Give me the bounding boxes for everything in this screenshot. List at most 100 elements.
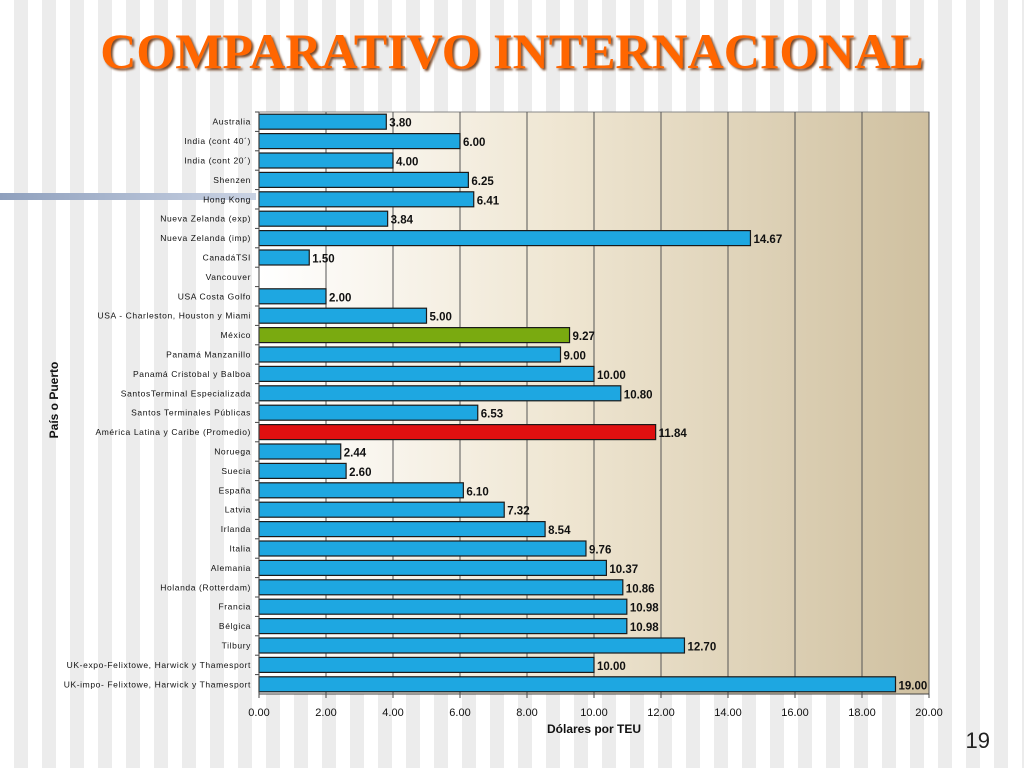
value-label: 6.00 xyxy=(463,137,485,149)
category-label: Italia xyxy=(229,544,251,554)
bar xyxy=(258,230,752,247)
x-tick-label: 4.00 xyxy=(382,707,403,719)
value-label: 10.00 xyxy=(597,661,626,673)
category-label: USA Costa Golfo xyxy=(178,291,251,301)
category-label: Noruega xyxy=(214,447,251,457)
x-tick-label: 6.00 xyxy=(449,707,470,719)
x-axis-label: Dólares por TEU xyxy=(547,722,641,736)
value-label: 9.27 xyxy=(573,331,595,343)
category-label: Francia xyxy=(218,602,251,612)
category-label: Holanda (Rotterdam) xyxy=(160,582,251,592)
bar xyxy=(258,424,657,441)
bar xyxy=(258,482,464,499)
value-label: 10.98 xyxy=(630,622,659,634)
category-label: Santos Terminales Públicas xyxy=(131,408,251,418)
value-label: 12.70 xyxy=(687,642,716,654)
category-label: USA - Charleston, Houston y Miami xyxy=(98,311,252,321)
bar xyxy=(258,617,628,635)
value-label: 1.50 xyxy=(312,254,334,266)
bars xyxy=(258,113,897,693)
x-tick-label: 16.00 xyxy=(781,707,809,719)
value-label: 2.00 xyxy=(329,292,351,304)
bar xyxy=(258,520,546,538)
category-label: Panamá Manzanillo xyxy=(166,350,251,360)
x-tick-label: 10.00 xyxy=(580,707,608,719)
value-label: 6.53 xyxy=(481,409,503,421)
bar xyxy=(258,113,387,130)
value-label: 10.37 xyxy=(609,564,638,576)
bar xyxy=(258,346,562,363)
category-label: Bélgica xyxy=(219,621,251,631)
bar xyxy=(258,327,571,344)
value-label: 5.00 xyxy=(430,312,452,324)
value-label: 8.54 xyxy=(548,525,571,537)
category-label: Nueva Zelanda (exp) xyxy=(160,214,251,224)
bar xyxy=(258,133,461,150)
bar xyxy=(258,637,686,654)
category-label: CanadáTSI xyxy=(203,253,251,263)
bar xyxy=(258,365,595,382)
bar xyxy=(258,385,622,402)
bar xyxy=(258,288,327,305)
value-labels: 3.80 6.00 4.00 6.25 6.41 3.84 14.67 1.50 2.00 5.0… xyxy=(312,118,927,693)
category-label: Nueva Zelanda (imp) xyxy=(160,233,251,243)
accent-line xyxy=(0,193,256,200)
value-label: 19.00 xyxy=(899,680,928,692)
x-tick-label: 2.00 xyxy=(315,707,336,719)
x-tick-label: 8.00 xyxy=(516,707,537,719)
category-labels: Australia India (cont 40´) India (cont 20´… xyxy=(64,111,259,689)
value-label: 9.76 xyxy=(589,545,611,557)
value-label: 7.32 xyxy=(507,506,529,518)
x-tick-label: 12.00 xyxy=(647,707,675,719)
category-label: SantosTerminal Especializada xyxy=(121,388,251,398)
value-label: 14.67 xyxy=(753,234,782,246)
value-label: 2.60 xyxy=(349,467,371,479)
category-label: Tilbury xyxy=(222,641,252,651)
bar xyxy=(258,676,897,693)
bar xyxy=(258,579,624,596)
value-label: 10.98 xyxy=(630,603,659,615)
value-label: 10.80 xyxy=(624,389,653,401)
bar xyxy=(258,559,607,577)
category-label: Australia xyxy=(213,117,251,127)
category-label: Latvia xyxy=(225,505,251,515)
value-label: 9.00 xyxy=(564,351,586,363)
x-tick-label: 20.00 xyxy=(915,707,943,719)
bar xyxy=(258,249,310,266)
bar xyxy=(258,191,475,208)
value-label: 4.00 xyxy=(396,157,418,169)
bar xyxy=(258,501,505,518)
value-label: 3.80 xyxy=(389,118,411,130)
value-label: 2.44 xyxy=(344,448,367,460)
category-label: Suecia xyxy=(221,466,251,476)
category-label: Shenzen xyxy=(213,175,251,185)
category-label: Alemania xyxy=(211,563,251,573)
category-label: México xyxy=(220,330,251,340)
category-label: UK-impo- Felixtowe, Harwick y Thamesport xyxy=(64,679,251,689)
x-tick-label: 18.00 xyxy=(848,707,876,719)
category-label: India (cont 40´) xyxy=(184,136,251,146)
value-label: 3.84 xyxy=(391,215,414,227)
bar xyxy=(258,171,469,188)
category-label: Vancouver xyxy=(206,272,251,282)
category-label: América Latina y Caribe (Promedio) xyxy=(95,427,251,437)
category-label: Hong Kong xyxy=(203,194,251,204)
bar xyxy=(258,598,628,615)
x-tick-label: 14.00 xyxy=(714,707,742,719)
bar xyxy=(258,462,347,479)
slide-title: COMPARATIVO INTERNACIONAL xyxy=(100,23,924,79)
bar xyxy=(258,210,389,227)
category-label: UK-expo-Felixtowe, Harwick y Thamesport xyxy=(67,660,251,670)
value-label: 10.86 xyxy=(626,583,655,595)
category-label: Irlanda xyxy=(221,524,251,534)
page-number: 19 xyxy=(965,728,990,753)
value-label: 6.10 xyxy=(466,486,488,498)
x-tick-label: 0.00 xyxy=(248,707,269,719)
bar xyxy=(258,443,342,460)
x-tick-labels: 0.00 2.00 4.00 6.00 8.00 10.00 12.00 14.00 16.00… xyxy=(248,694,943,719)
grid-lines xyxy=(325,112,930,694)
value-label: 10.00 xyxy=(597,370,626,382)
category-label: India (cont 20´) xyxy=(184,156,251,166)
category-label: Panamá Cristobal y Balboa xyxy=(133,369,251,379)
